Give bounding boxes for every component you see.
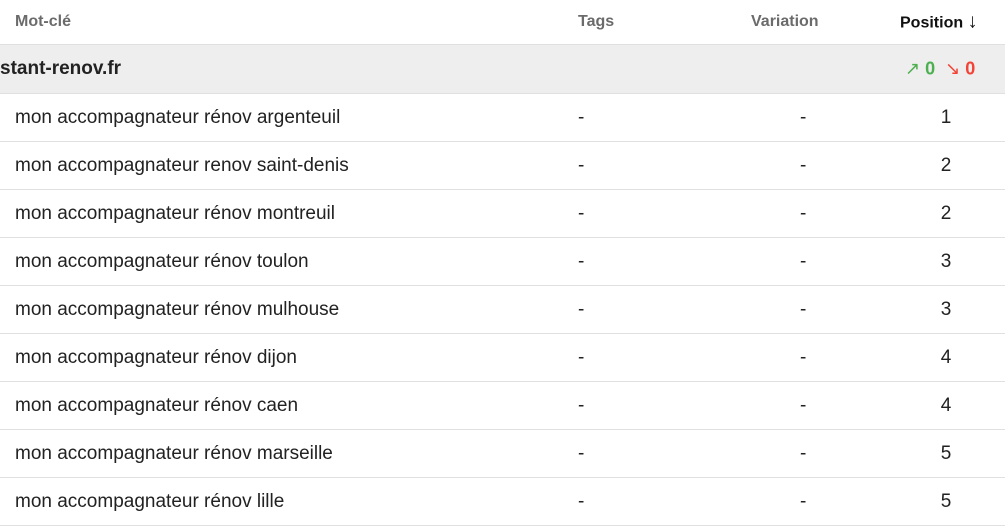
variation-cell: - (800, 154, 807, 176)
variation-cell: - (800, 394, 807, 416)
group-stats: ↗ 0 ↘ 0 (905, 59, 975, 80)
column-header-tags[interactable]: Tags (578, 13, 615, 30)
position-label: Position (900, 14, 964, 32)
variation-cell: - (800, 490, 807, 512)
tags-cell: - (578, 490, 585, 512)
variation-cell: - (800, 298, 807, 320)
variation-cell: - (800, 250, 807, 272)
table-header: Mot-clé Tags Variation Position ↓ (0, 0, 1005, 45)
keyword-cell: mon accompagnateur renov saint-denis (15, 154, 349, 176)
keyword-cell: mon accompagnateur rénov lille (15, 490, 285, 512)
keyword-cell: mon accompagnateur rénov mulhouse (15, 298, 340, 320)
trend-up-icon: ↗ (905, 58, 921, 79)
tags-cell: - (578, 298, 585, 320)
tags-cell: - (578, 442, 585, 464)
table-row[interactable]: mon accompagnateur rénov montreuil - - 2 (0, 190, 1005, 238)
sort-arrow-down-icon: ↓ (967, 10, 978, 33)
keyword-cell: mon accompagnateur rénov montreuil (15, 202, 336, 224)
keyword-cell: mon accompagnateur rénov argenteuil (15, 106, 341, 128)
up-count: 0 (925, 58, 936, 79)
tags-cell: - (578, 106, 585, 128)
table-row[interactable]: mon accompagnateur rénov toulon - - 3 (0, 238, 1005, 286)
keyword-cell: mon accompagnateur rénov marseille (15, 442, 333, 464)
keyword-cell: mon accompagnateur rénov dijon (15, 346, 298, 368)
tags-cell: - (578, 154, 585, 176)
trend-down-icon: ↘ (945, 58, 961, 79)
position-cell: 5 (940, 442, 952, 464)
position-cell: 4 (940, 346, 952, 368)
table-row[interactable]: mon accompagnateur rénov mulhouse - - 3 (0, 286, 1005, 334)
tags-cell: - (578, 394, 585, 416)
position-cell: 2 (940, 202, 952, 224)
column-header-position[interactable]: Position ↓ (900, 11, 978, 34)
group-row[interactable]: stant-renov.fr ↗ 0 ↘ 0 (0, 45, 1005, 94)
column-header-keyword[interactable]: Mot-clé (15, 13, 71, 30)
group-name: stant-renov.fr (0, 58, 122, 79)
position-cell: 4 (940, 394, 952, 416)
table-row[interactable]: mon accompagnateur rénov argenteuil - - 1 (0, 94, 1005, 142)
variation-cell: - (800, 442, 807, 464)
column-header-variation[interactable]: Variation (751, 13, 819, 30)
keyword-cell: mon accompagnateur rénov caen (15, 394, 299, 416)
variation-cell: - (800, 106, 807, 128)
keyword-cell: mon accompagnateur rénov toulon (15, 250, 309, 272)
table-body: mon accompagnateur rénov argenteuil - -1 mo… (0, 94, 1005, 526)
table-row[interactable]: mon accompagnateur rénov marseille - - 5 (0, 430, 1005, 478)
table-row[interactable]: mon accompagnateur rénov caen - - 4 (0, 382, 1005, 430)
table-row[interactable]: mon accompagnateur rénov dijon - - 4 (0, 334, 1005, 382)
position-cell: 5 (940, 490, 952, 512)
tags-cell: - (578, 250, 585, 272)
down-count: 0 (965, 58, 976, 79)
variation-cell: - (800, 346, 807, 368)
variation-cell: - (800, 202, 807, 224)
table-row[interactable]: mon accompagnateur rénov lille - - 5 (0, 478, 1005, 526)
table-row[interactable]: mon accompagnateur renov saint-denis - - 2 (0, 142, 1005, 190)
position-cell: 3 (940, 298, 952, 320)
position-cell: 1 (940, 106, 952, 128)
tags-cell: - (578, 346, 585, 368)
tags-cell: - (578, 202, 585, 224)
position-cell: 2 (940, 154, 952, 176)
position-cell: 3 (940, 250, 952, 272)
